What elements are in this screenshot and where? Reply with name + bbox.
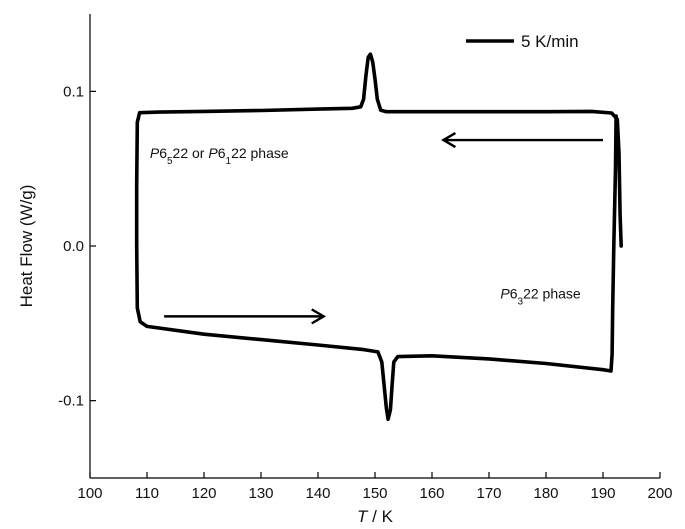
x-tick-label: 140 — [305, 485, 330, 502]
heating-arrow-head — [311, 308, 327, 325]
legend: 5 K/min — [466, 32, 579, 51]
annotation-part: 3 — [518, 296, 524, 307]
x-ticks: 100 110 120 130 140 150 160 170 180 190 200 — [77, 472, 673, 502]
annotation-part: 6 — [218, 145, 226, 161]
y-tick-label: 0.0 — [63, 238, 84, 255]
x-tick-label: 180 — [533, 485, 558, 502]
cooling-arrow — [441, 132, 603, 149]
x-tick-label: 200 — [647, 485, 672, 502]
x-axis-title: T / K — [357, 507, 394, 526]
arrow-layer — [164, 132, 603, 325]
x-tick-label: 150 — [362, 485, 387, 502]
annotation-part: 5 — [167, 155, 173, 166]
heat-phase-label: P6322 phase — [500, 286, 581, 308]
x-tick-label: 170 — [476, 485, 501, 502]
x-tick-label: 120 — [191, 485, 216, 502]
heating-arrow — [164, 308, 327, 325]
annotation-part: P — [208, 145, 218, 161]
cool-phase-label: P6522 or P6122 phase — [150, 145, 289, 167]
y-tick-label: 0.1 — [63, 83, 84, 100]
annotation-part: 1 — [226, 155, 232, 166]
legend-label: 5 K/min — [521, 32, 579, 51]
annotation-part: 6 — [159, 145, 167, 161]
series-line-heat-flow — [134, 52, 623, 421]
y-tick-label: -0.1 — [58, 393, 84, 410]
annotation-part: P — [500, 286, 510, 302]
x-tick-label: 160 — [419, 485, 444, 502]
x-axis-title-symbol: T — [357, 507, 369, 526]
y-ticks: -0.1 0.0 0.1 — [58, 83, 96, 410]
annotation-part: 22 phase — [523, 286, 581, 302]
x-tick-label: 130 — [248, 485, 273, 502]
x-tick-label: 110 — [135, 485, 159, 502]
x-axis-title-unit: / K — [367, 507, 393, 526]
cooling-arrow-head — [441, 132, 457, 149]
x-tick-label: 190 — [590, 485, 615, 502]
annotation-part: 22 phase — [231, 145, 289, 161]
annotation-part: 22 or — [173, 145, 209, 161]
series-layer — [134, 52, 623, 421]
y-axis-title: Heat Flow (W/g) — [17, 185, 36, 308]
annotation-part: 6 — [510, 286, 518, 302]
x-tick-label: 100 — [77, 485, 102, 502]
annotation-part: P — [150, 145, 160, 161]
